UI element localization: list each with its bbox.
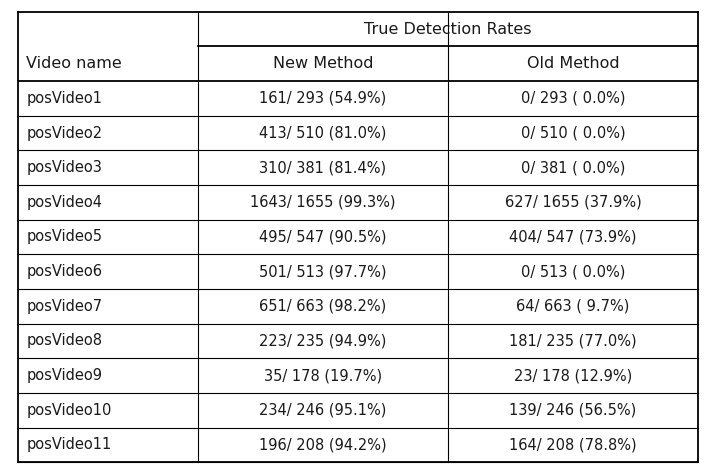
Text: 0/ 293 ( 0.0%): 0/ 293 ( 0.0%) <box>521 91 625 106</box>
Text: posVideo1: posVideo1 <box>26 91 102 106</box>
Text: posVideo4: posVideo4 <box>26 195 102 210</box>
Text: posVideo10: posVideo10 <box>26 403 112 418</box>
Text: 310/ 381 (81.4%): 310/ 381 (81.4%) <box>259 160 386 175</box>
Text: 234/ 246 (95.1%): 234/ 246 (95.1%) <box>259 403 387 418</box>
Text: posVideo7: posVideo7 <box>26 299 103 314</box>
Text: 0/ 513 ( 0.0%): 0/ 513 ( 0.0%) <box>521 264 625 279</box>
Text: Old Method: Old Method <box>527 56 620 71</box>
Text: posVideo8: posVideo8 <box>26 333 102 348</box>
Text: Video name: Video name <box>26 56 122 71</box>
Text: posVideo11: posVideo11 <box>26 438 111 452</box>
Text: 495/ 547 (90.5%): 495/ 547 (90.5%) <box>259 229 387 245</box>
Text: 1643/ 1655 (99.3%): 1643/ 1655 (99.3%) <box>251 195 396 210</box>
Text: posVideo2: posVideo2 <box>26 126 103 141</box>
Text: True Detection Rates: True Detection Rates <box>364 22 532 36</box>
Text: posVideo3: posVideo3 <box>26 160 102 175</box>
Text: 413/ 510 (81.0%): 413/ 510 (81.0%) <box>259 126 387 141</box>
Text: 223/ 235 (94.9%): 223/ 235 (94.9%) <box>259 333 387 348</box>
Text: 404/ 547 (73.9%): 404/ 547 (73.9%) <box>509 229 637 245</box>
Text: New Method: New Method <box>273 56 373 71</box>
Text: 501/ 513 (97.7%): 501/ 513 (97.7%) <box>259 264 387 279</box>
Text: 196/ 208 (94.2%): 196/ 208 (94.2%) <box>259 438 387 452</box>
Text: 35/ 178 (19.7%): 35/ 178 (19.7%) <box>264 368 382 383</box>
Text: 139/ 246 (56.5%): 139/ 246 (56.5%) <box>510 403 637 418</box>
Text: posVideo6: posVideo6 <box>26 264 102 279</box>
Text: posVideo9: posVideo9 <box>26 368 102 383</box>
Text: 627/ 1655 (37.9%): 627/ 1655 (37.9%) <box>505 195 641 210</box>
Text: 651/ 663 (98.2%): 651/ 663 (98.2%) <box>259 299 387 314</box>
Text: 23/ 178 (12.9%): 23/ 178 (12.9%) <box>514 368 632 383</box>
Text: posVideo5: posVideo5 <box>26 229 102 245</box>
Text: 0/ 510 ( 0.0%): 0/ 510 ( 0.0%) <box>521 126 625 141</box>
Text: 164/ 208 (78.8%): 164/ 208 (78.8%) <box>509 438 637 452</box>
Text: 64/ 663 ( 9.7%): 64/ 663 ( 9.7%) <box>516 299 630 314</box>
Text: 0/ 381 ( 0.0%): 0/ 381 ( 0.0%) <box>521 160 625 175</box>
Text: 181/ 235 (77.0%): 181/ 235 (77.0%) <box>509 333 637 348</box>
Text: 161/ 293 (54.9%): 161/ 293 (54.9%) <box>259 91 387 106</box>
